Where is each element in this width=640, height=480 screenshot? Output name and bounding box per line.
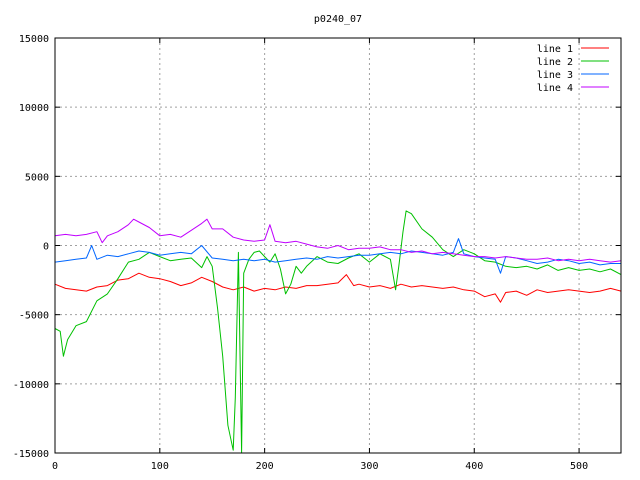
legend: line 1 line 2 line 3 line 4	[537, 44, 609, 94]
x-tick-label: 400	[465, 461, 483, 472]
y-tick-label: -15000	[13, 449, 49, 460]
legend-label: line 4	[537, 83, 573, 94]
series-line-4	[54, 218, 622, 263]
grid	[55, 38, 621, 453]
series-line-3	[54, 238, 621, 274]
series-layer	[54, 210, 622, 454]
x-tick-label: 500	[570, 461, 588, 472]
x-tick-label: 200	[256, 461, 274, 472]
y-tick-label: -5000	[19, 311, 49, 322]
legend-label: line 1	[537, 44, 573, 55]
series-line-2	[54, 210, 622, 454]
y-tick-label: 0	[43, 242, 49, 253]
series-line-1	[54, 272, 622, 303]
y-tick-label: 5000	[25, 172, 49, 183]
chart-title: p0240_07	[314, 14, 362, 25]
x-tick-label: 100	[151, 461, 169, 472]
axis-ticks: 0 100 200 300 400 500 -15000 -10000 -5000 0 5000 10…	[13, 34, 621, 472]
y-tick-label: 10000	[19, 103, 49, 114]
y-tick-label: 15000	[19, 34, 49, 45]
x-tick-label: 300	[360, 461, 378, 472]
x-tick-label: 0	[52, 461, 58, 472]
y-tick-label: -10000	[13, 380, 49, 391]
legend-label: line 2	[537, 57, 573, 68]
legend-label: line 3	[537, 70, 573, 81]
